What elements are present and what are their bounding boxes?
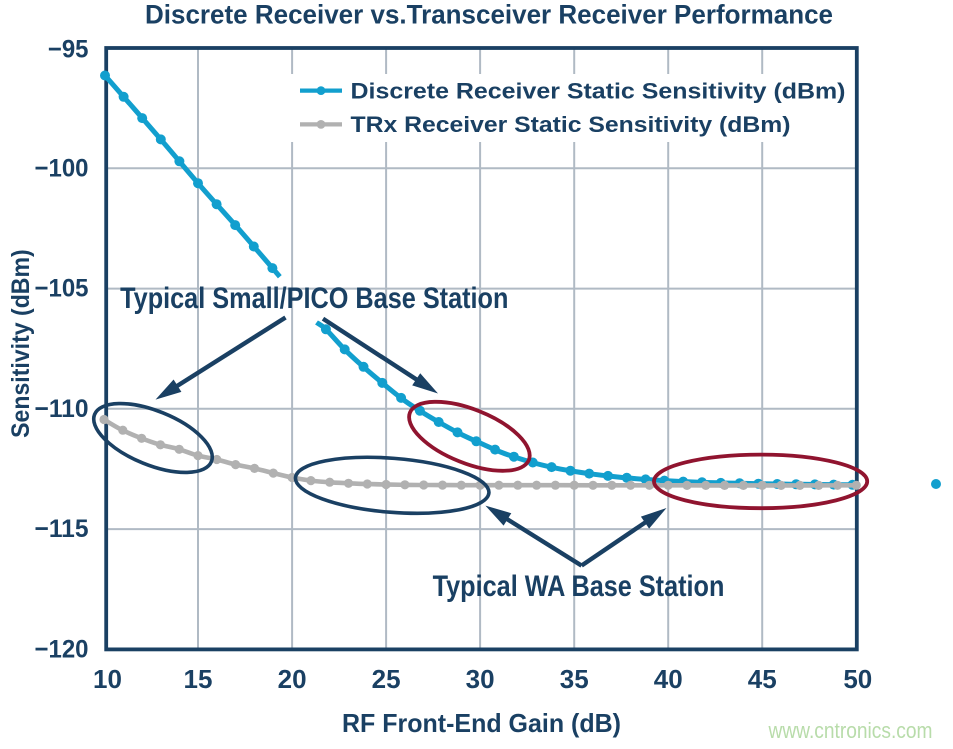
svg-text:Typical WA Base Station: Typical WA Base Station: [433, 570, 725, 603]
svg-text:Discrete Receiver Static Sensi: Discrete Receiver Static Sensitivity (dB…: [351, 78, 846, 103]
svg-text:30: 30: [466, 664, 495, 694]
svg-text:−110: −110: [35, 395, 89, 423]
svg-text:10: 10: [93, 664, 122, 694]
svg-text:RF Front-End Gain (dB): RF Front-End Gain (dB): [342, 708, 621, 738]
svg-text:15: 15: [184, 664, 213, 694]
svg-text:Typical Small/PICO Base Statio: Typical Small/PICO Base Station: [120, 282, 508, 315]
svg-text:40: 40: [654, 664, 683, 694]
svg-text:−100: −100: [35, 154, 89, 182]
svg-text:Sensitivity (dBm): Sensitivity (dBm): [7, 249, 35, 438]
svg-text:45: 45: [748, 664, 777, 694]
svg-text:−120: −120: [35, 635, 89, 663]
svg-text:−105: −105: [35, 275, 89, 303]
svg-text:20: 20: [278, 664, 307, 694]
svg-text:35: 35: [560, 664, 589, 694]
svg-text:50: 50: [843, 664, 872, 694]
svg-text:www.cntronics.com: www.cntronics.com: [768, 718, 933, 743]
svg-text:−95: −95: [48, 36, 89, 64]
svg-text:25: 25: [372, 664, 401, 694]
svg-text:−115: −115: [35, 515, 89, 543]
svg-text:Discrete Receiver vs.Transceiv: Discrete Receiver vs.Transceiver Receive…: [145, 0, 833, 30]
svg-text:TRx Receiver Static Sensitivit: TRx Receiver Static Sensitivity (dBm): [351, 112, 791, 137]
